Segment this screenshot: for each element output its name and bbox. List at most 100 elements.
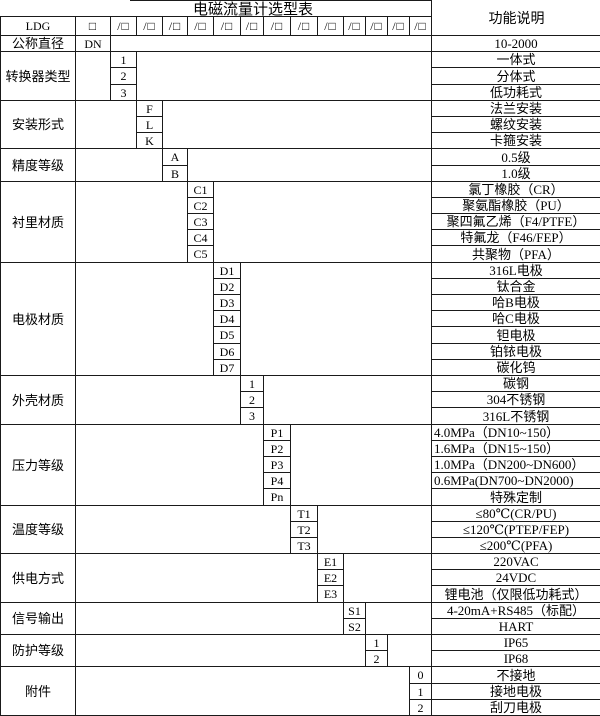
code-box-cell: /□ [387, 16, 410, 36]
spacer-cell [75, 100, 137, 149]
desc-cell: 低功耗式 [431, 84, 600, 101]
spacer-cell [263, 375, 432, 425]
desc-cell: 接地电极 [431, 683, 600, 700]
code-cell: 3 [110, 84, 137, 101]
spacer-cell [75, 181, 188, 263]
spacer-cell [75, 51, 111, 101]
desc-cell: 不接地 [431, 666, 600, 684]
code-box-cell: /□ [290, 16, 318, 36]
spacer-cell [110, 35, 432, 52]
desc-cell: 220VAC [431, 553, 600, 570]
code-cell: D6 [213, 343, 241, 360]
group-label-cell: 附件 [0, 666, 76, 716]
spacer-cell [387, 634, 432, 667]
desc-cell: ≤120℃(PTEP/FEP) [431, 521, 600, 538]
code-cell: C3 [187, 213, 214, 230]
code-cell: S1 [343, 602, 366, 619]
desc-cell: 4.0MPa（DN10~150） [431, 424, 600, 441]
spacer-cell [187, 148, 432, 182]
desc-cell: HART [431, 618, 600, 635]
code-cell: E2 [317, 569, 344, 586]
code-cell: K [136, 132, 163, 149]
desc-cell: 0.5级 [431, 148, 600, 166]
code-cell: S2 [343, 618, 366, 635]
function-description-header: 功能说明 [431, 0, 600, 36]
code-box-cell: /□ [136, 16, 163, 36]
desc-cell: 法兰安装 [431, 100, 600, 117]
spacer-cell [317, 505, 432, 554]
group-label-cell: 精度等级 [0, 148, 76, 182]
desc-cell: 316L不锈钢 [431, 407, 600, 425]
code-cell: P1 [263, 424, 291, 441]
spacer-cell [240, 262, 432, 376]
desc-cell: IP65 [431, 634, 600, 651]
desc-cell: 哈B电极 [431, 294, 600, 311]
table-top-border-line [130, 0, 431, 1]
spacer-cell [75, 553, 318, 603]
code-box-cell: □ [75, 16, 111, 36]
desc-cell: 聚四氟乙烯（F4/PTFE） [431, 213, 600, 230]
group-label-cell: 外壳材质 [0, 375, 76, 425]
code-cell: 1 [409, 683, 432, 700]
code-box-cell: /□ [162, 16, 188, 36]
code-cell: D1 [213, 262, 241, 279]
desc-cell: 刮刀电极 [431, 699, 600, 716]
group-label-cell: 公称直径 [0, 35, 76, 52]
code-cell: DN [75, 35, 111, 52]
code-cell: 2 [110, 67, 137, 85]
code-cell: L [136, 116, 163, 133]
spacer-cell [75, 262, 214, 376]
code-cell: E1 [317, 553, 344, 570]
code-cell: 2 [409, 699, 432, 716]
group-label-cell: 转换器类型 [0, 51, 76, 101]
code-box-cell: /□ [365, 16, 388, 36]
spacer-cell [136, 51, 432, 101]
desc-cell: 24VDC [431, 569, 600, 586]
code-cell: 2 [365, 650, 388, 667]
code-cell: C2 [187, 197, 214, 214]
group-label-cell: 压力等级 [0, 424, 76, 506]
desc-cell: ≤200℃(PFA) [431, 537, 600, 554]
code-cell: P3 [263, 456, 291, 473]
desc-cell: 0.6MPa(DN700~DN2000) [431, 472, 600, 489]
code-cell: T2 [290, 521, 318, 538]
code-box-cell: /□ [263, 16, 291, 36]
code-cell: 1 [110, 51, 137, 68]
desc-cell: 一体式 [431, 51, 600, 68]
spacer-cell [213, 181, 432, 263]
code-box-cell: /□ [187, 16, 214, 36]
code-cell: D7 [213, 359, 241, 376]
spacer-cell [343, 553, 432, 603]
group-label-cell: 防护等级 [0, 634, 76, 667]
desc-cell: 特氟龙（F46/FEP） [431, 229, 600, 246]
code-cell: D2 [213, 278, 241, 295]
spacer-cell [75, 424, 264, 506]
code-cell: T3 [290, 537, 318, 554]
desc-cell: 钛合金 [431, 278, 600, 295]
code-cell: P4 [263, 472, 291, 489]
code-box-cell: /□ [110, 16, 137, 36]
code-cell: D5 [213, 326, 241, 344]
code-cell: C1 [187, 181, 214, 198]
code-cell: Pn [263, 488, 291, 506]
code-cell: F [136, 100, 163, 117]
code-cell: E3 [317, 585, 344, 603]
group-label-cell: 衬里材质 [0, 181, 76, 263]
desc-cell: 共聚物（PFA） [431, 245, 600, 263]
group-label-cell: 供电方式 [0, 553, 76, 603]
group-label-cell: 信号输出 [0, 602, 76, 635]
group-label-cell: 安装形式 [0, 100, 76, 149]
model-prefix-cell: LDG [0, 16, 76, 36]
code-box-cell: /□ [213, 16, 241, 36]
spacer-cell [75, 148, 163, 182]
code-cell: 1 [365, 634, 388, 651]
desc-cell: 316L电极 [431, 262, 600, 279]
desc-cell: 锂电池（仅限低功耗式） [431, 585, 600, 603]
desc-cell: 特殊定制 [431, 488, 600, 506]
desc-cell: 螺纹安装 [431, 116, 600, 133]
code-cell: D4 [213, 310, 241, 327]
desc-cell: 4-20mA+RS485（标配） [431, 602, 600, 619]
code-cell: C5 [187, 245, 214, 263]
code-box-cell: /□ [343, 16, 366, 36]
